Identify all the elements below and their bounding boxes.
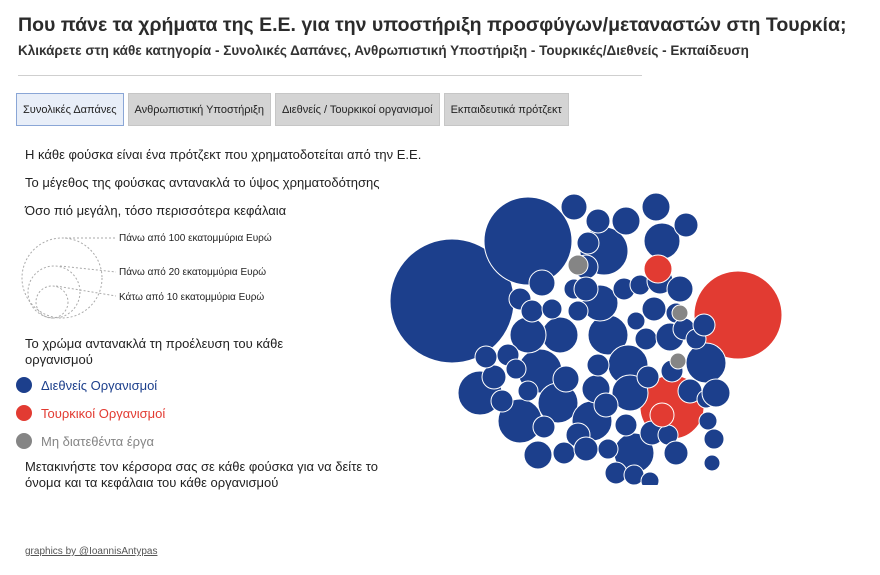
color-legend-title: Το χρώμα αντανακλά τη προέλευση του κάθε… <box>25 336 284 367</box>
bubble-international-small[interactable] <box>481 364 507 390</box>
category-tabs: Συνολικές Δαπάνες Ανθρωπιστική Υποστήριξ… <box>16 93 569 126</box>
bubble-international-small[interactable] <box>552 365 580 393</box>
header-divider <box>18 75 642 76</box>
bubble-international-small[interactable] <box>532 415 556 439</box>
legend-dot-turkish <box>16 405 32 421</box>
page-title: Που πάνε τα χρήματα της Ε.Ε. για την υπο… <box>18 14 847 36</box>
bubble-international-small[interactable] <box>593 392 619 418</box>
bubble-international-small[interactable] <box>641 296 667 322</box>
bubble-turkish-small[interactable] <box>649 402 675 428</box>
bubble-international-small[interactable] <box>614 413 638 437</box>
size-legend-medium-circle <box>27 265 81 319</box>
bubble-international-small[interactable] <box>703 454 721 472</box>
bubble-international-small[interactable] <box>586 353 610 377</box>
bubble-international-small[interactable] <box>573 436 599 462</box>
page-subtitle: Κλικάρετε στη κάθε κατηγορία - Συνολικές… <box>18 43 749 58</box>
bubble-international-small[interactable] <box>597 438 619 460</box>
bubble-international-small[interactable] <box>626 311 646 331</box>
legend-label-international: Διεθνείς Οργανισμοί <box>41 377 158 393</box>
legend-dot-international <box>16 377 32 393</box>
legend-dot-unallocated <box>16 433 32 449</box>
bubble-international-small[interactable] <box>585 208 611 234</box>
info-bubble-project: Η κάθε φούσκα είναι ένα πρότζεκτ που χρη… <box>25 147 422 162</box>
bubble-international-medium[interactable] <box>685 342 727 384</box>
bubble-unallocated-small[interactable] <box>567 254 589 276</box>
tab-total-spending[interactable]: Συνολικές Δαπάνες <box>16 93 124 126</box>
bubble-international-small[interactable] <box>640 471 660 485</box>
legend-item-unallocated: Μη διατεθέντα έργα <box>16 433 154 449</box>
bubble-international-small[interactable] <box>567 300 589 322</box>
hover-instruction: Μετακινήστε τον κέρσορα σας σε κάθε φούσ… <box>25 459 378 490</box>
bubble-international-small[interactable] <box>505 358 527 380</box>
bubble-international-small[interactable] <box>663 440 689 466</box>
credit-link[interactable]: graphics by @IoannisAntypas <box>25 546 158 557</box>
tab-humanitarian-support[interactable]: Ανθρωπιστική Υποστήριξη <box>127 93 271 126</box>
size-legend: Πάνω από 100 εκατομμύρια Ευρώ Πάνω από 2… <box>21 232 272 319</box>
bubble-turkish-small[interactable] <box>643 254 673 284</box>
bubble-chart <box>390 192 783 485</box>
bubble-international-small[interactable] <box>490 389 514 413</box>
tab-education-projects[interactable]: Εκπαιδευτικά πρότζεκτ <box>443 93 569 126</box>
bubble-international-small[interactable] <box>611 206 641 236</box>
bubble-international-small[interactable] <box>474 345 498 369</box>
bubble-international-small[interactable] <box>703 428 725 450</box>
bubble-international-small[interactable] <box>692 313 716 337</box>
bubble-international-small[interactable] <box>528 269 556 297</box>
info-bubble-size: Το μέγεθος της φούσκας αντανακλά το ύψος… <box>25 175 380 190</box>
info-bubble-more: Όσο πιό μεγάλη, τόσο περισσότερα κεφάλαι… <box>25 203 287 218</box>
tab-international-turkish[interactable]: Διεθνείς / Τουρκικοί οργανισμοί <box>274 93 440 126</box>
bubble-unallocated-small[interactable] <box>671 304 689 322</box>
bubble-unallocated-small[interactable] <box>669 352 687 370</box>
bubble-international-small[interactable] <box>698 411 718 431</box>
legend-item-international: Διεθνείς Οργανισμοί <box>16 377 157 393</box>
bubble-international-small[interactable] <box>673 212 699 238</box>
bubble-turkish-large[interactable] <box>693 270 783 360</box>
legend-label-unallocated: Μη διατεθέντα έργα <box>41 433 155 449</box>
bubble-international-large[interactable] <box>483 196 573 286</box>
bubble-international-small[interactable] <box>523 440 553 470</box>
bubble-international-small[interactable] <box>573 276 599 302</box>
size-legend-large-circle <box>21 237 103 319</box>
bubble-international-small[interactable] <box>641 192 671 222</box>
bubble-international-small[interactable] <box>701 378 731 408</box>
size-legend-small-circle <box>35 285 69 319</box>
bubble-international-small[interactable] <box>560 193 588 221</box>
bubble-international-small[interactable] <box>576 231 600 255</box>
bubble-international-small[interactable] <box>636 365 660 389</box>
bubble-international-small[interactable] <box>634 327 658 351</box>
size-legend-medium-label: Πάνω από 20 εκατομμύρια Ευρώ <box>119 266 266 278</box>
size-legend-small-leader <box>55 285 117 297</box>
bubble-international-small[interactable] <box>520 299 544 323</box>
bubble-international-small[interactable] <box>552 441 576 465</box>
bubble-international-small[interactable] <box>666 275 694 303</box>
bubble-international-small[interactable] <box>517 380 539 402</box>
legend-item-turkish: Τουρκικοί Οργανισμοί <box>16 405 165 421</box>
size-legend-large-label: Πάνω από 100 εκατομμύρια Ευρώ <box>119 232 272 244</box>
size-legend-small-label: Κάτω από 10 εκατομμύρια Ευρώ <box>119 291 264 303</box>
legend-label-turkish: Τουρκικοί Οργανισμοί <box>41 405 166 421</box>
size-legend-medium-leader <box>59 265 117 273</box>
bubble-international-small[interactable] <box>541 298 563 320</box>
bubble-international-medium[interactable] <box>541 316 579 354</box>
